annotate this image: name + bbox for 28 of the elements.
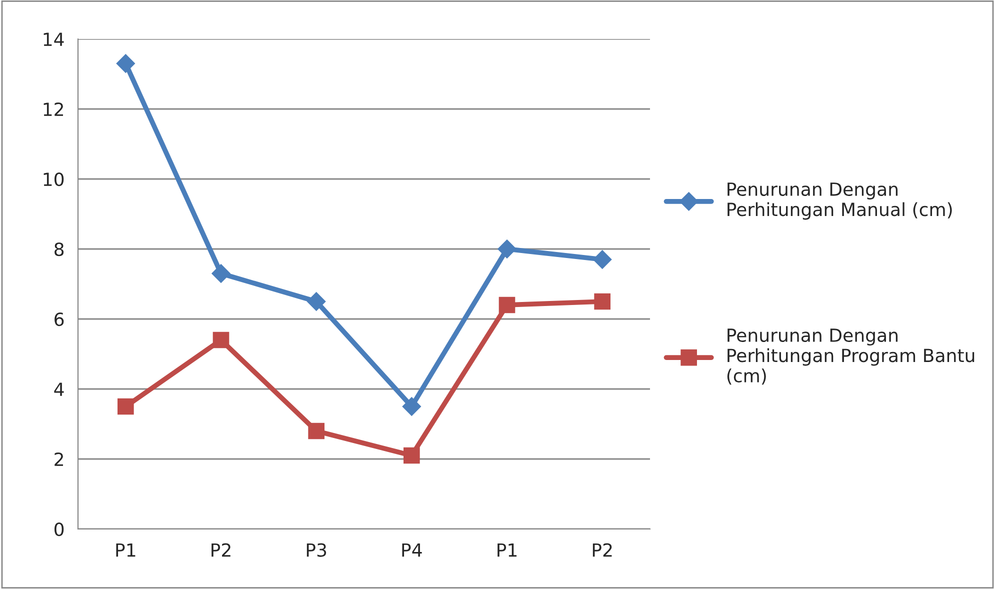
y-tick-label: 10: [44, 172, 64, 186]
y-tick-label: 8: [54, 242, 64, 256]
point: [212, 264, 230, 283]
point: [306, 292, 326, 311]
point: [308, 422, 324, 440]
y-tick-label: 6: [54, 312, 64, 326]
point: [404, 447, 420, 464]
y-tick-label: 0: [54, 522, 64, 536]
x-tick-label: P2: [592, 543, 612, 557]
y-tick-label: 14: [44, 32, 64, 46]
y-tick-label: 2: [54, 452, 63, 466]
point: [212, 332, 230, 348]
x-tick-label: P1: [116, 543, 136, 557]
x-tick-label: P2: [212, 543, 230, 557]
point: [116, 54, 136, 73]
point: [402, 397, 422, 416]
x-tick-label: P3: [306, 543, 326, 557]
point: [498, 240, 516, 258]
x-tick-label: P1: [498, 543, 517, 557]
legend-label: Penurunan Dengan Perhitungan Manual (cm): [728, 182, 952, 220]
legend-label: Penurunan Dengan Perhitungan Program Bantu (cm): [727, 328, 974, 385]
y-tick-label: 12: [44, 102, 63, 116]
point: [594, 293, 610, 310]
y-tick-label: 4: [54, 382, 64, 396]
point: [498, 296, 516, 314]
x-tick-label: P4: [402, 543, 422, 557]
point: [592, 250, 612, 269]
point: [118, 398, 134, 415]
